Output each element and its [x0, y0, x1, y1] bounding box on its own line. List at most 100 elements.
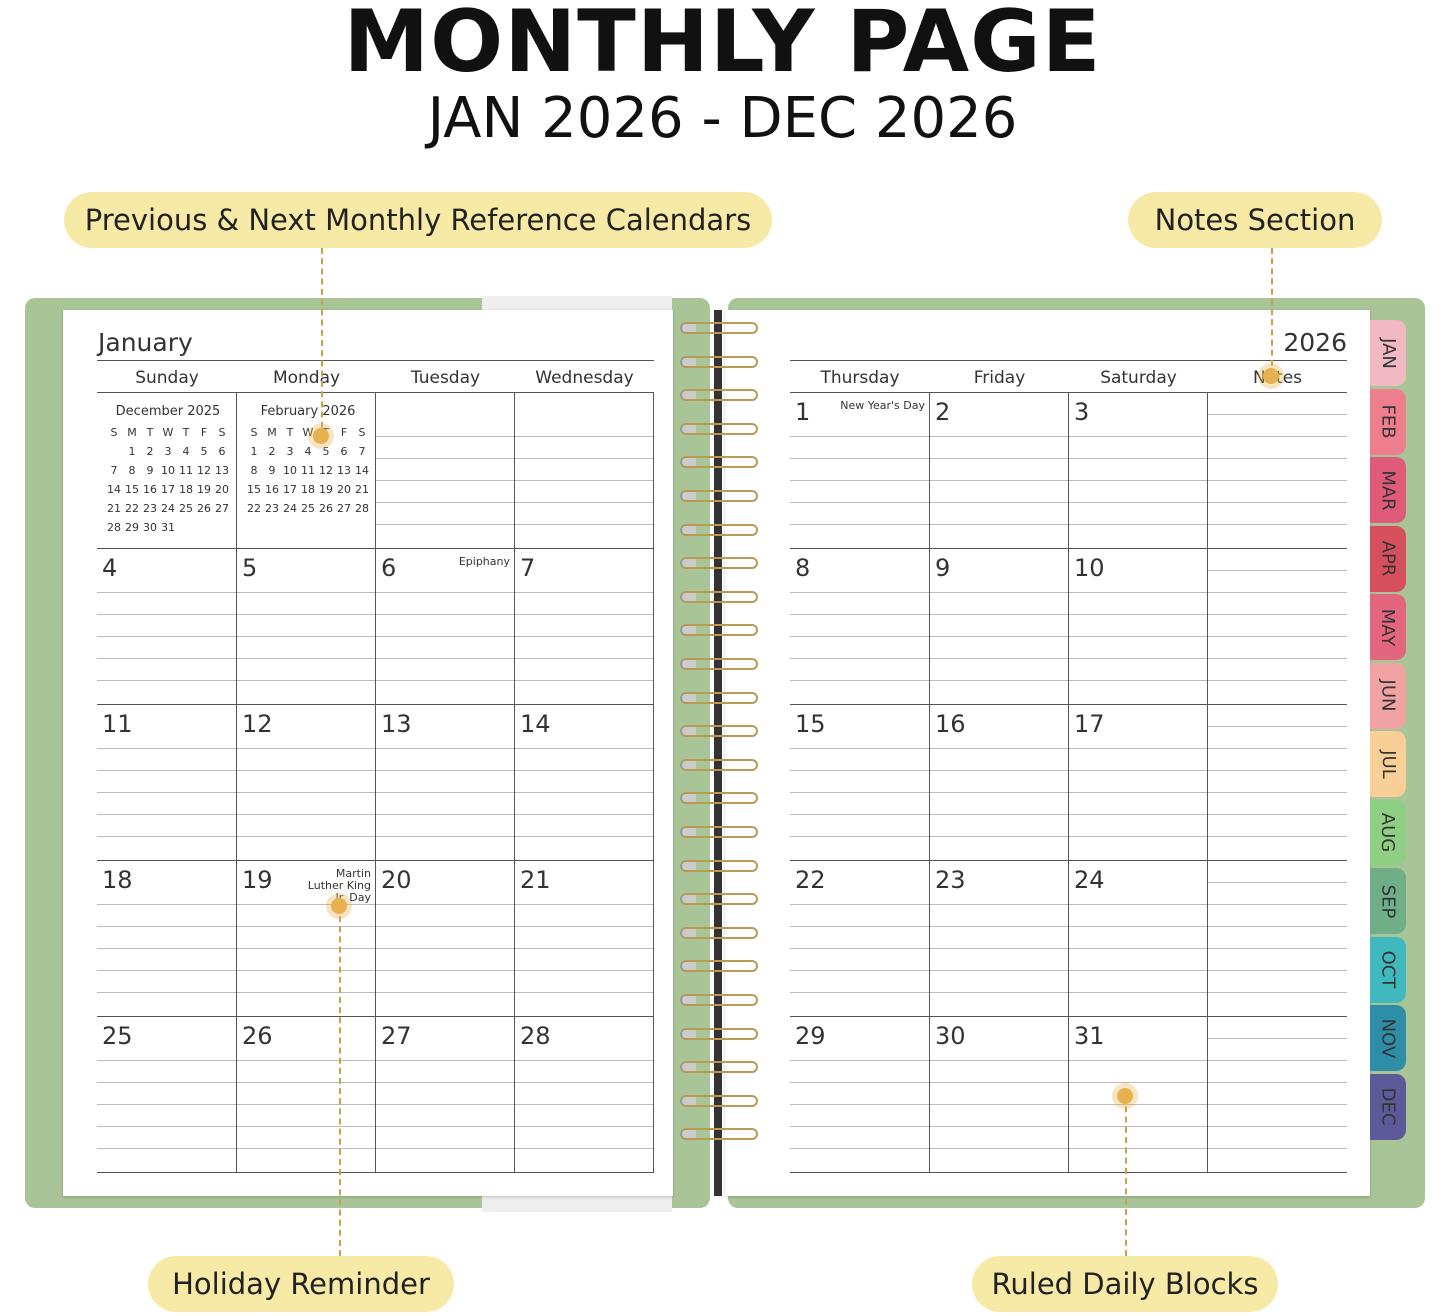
tab-dec[interactable]: DEC — [1370, 1073, 1406, 1140]
spiral-coil — [680, 691, 758, 704]
tab-may[interactable]: MAY — [1370, 594, 1406, 660]
ruled-line — [930, 792, 1068, 793]
day-cell[interactable]: 28 — [515, 1016, 654, 1172]
day-cell[interactable]: 14 — [515, 704, 654, 860]
tab-apr[interactable]: APR — [1370, 525, 1406, 592]
day-number: 3 — [1074, 398, 1090, 426]
day-cell[interactable]: 5 — [237, 548, 376, 704]
ruled-line — [376, 458, 514, 459]
tab-jul[interactable]: JUL — [1370, 731, 1406, 797]
mini-day: 13 — [337, 464, 351, 477]
day-cell[interactable]: 2 — [930, 392, 1069, 548]
day-cell[interactable]: 17 — [1069, 704, 1208, 860]
day-cell[interactable]: 8 — [790, 548, 930, 704]
ruled-line — [1208, 480, 1347, 481]
tab-jun[interactable]: JUN — [1370, 662, 1406, 729]
day-cell[interactable]: 21 — [515, 860, 654, 1016]
day-cell[interactable]: 10 — [1069, 548, 1208, 704]
ruled-line — [790, 1060, 929, 1061]
mini-day: 20 — [337, 483, 351, 496]
ruled-line — [515, 680, 653, 681]
ruled-line — [790, 814, 929, 815]
day-cell[interactable] — [376, 392, 515, 548]
ruled-line — [930, 992, 1068, 993]
day-cell[interactable]: 24 — [1069, 860, 1208, 1016]
ruled-line — [97, 1082, 236, 1083]
callout-leader-line — [339, 906, 341, 1256]
ruled-line — [515, 948, 653, 949]
ruled-line — [930, 1060, 1068, 1061]
day-cell[interactable]: 31 — [1069, 1016, 1208, 1172]
weekday-letter: T — [286, 426, 294, 439]
notes-area[interactable] — [1208, 860, 1347, 1016]
day-number: 30 — [935, 1022, 966, 1050]
tab-aug[interactable]: AUG — [1370, 799, 1406, 866]
ruled-line — [237, 636, 375, 637]
weekday-letter: W — [302, 426, 314, 439]
ruled-line — [515, 480, 653, 481]
ruled-line — [1208, 948, 1347, 949]
ruled-line — [1208, 658, 1347, 659]
ruled-line — [1069, 480, 1207, 481]
day-cell[interactable]: 4 — [97, 548, 237, 704]
day-cell[interactable]: 12 — [237, 704, 376, 860]
day-cell[interactable] — [515, 392, 654, 548]
spiral-coil — [680, 960, 758, 973]
weekday-header-friday: Friday — [973, 368, 1026, 388]
day-number: 22 — [795, 866, 826, 894]
day-number: 29 — [795, 1022, 826, 1050]
tab-feb[interactable]: FEB — [1370, 388, 1406, 455]
spiral-coil — [680, 826, 758, 838]
ruled-line — [515, 814, 653, 815]
day-cell[interactable]: 22 — [790, 860, 930, 1016]
day-cell[interactable]: 29 — [790, 1016, 930, 1172]
day-cell[interactable]: 23 — [930, 860, 1069, 1016]
tab-mar[interactable]: MAR — [1370, 457, 1406, 523]
day-cell[interactable]: 16 — [930, 704, 1069, 860]
ruled-line — [790, 636, 929, 637]
mini-day: 10 — [283, 464, 297, 477]
notes-area[interactable] — [1208, 704, 1347, 860]
notes-area[interactable] — [1208, 1016, 1347, 1172]
ruled-line — [515, 636, 653, 637]
ruled-line — [515, 836, 653, 837]
day-cell[interactable]: 25 — [97, 1016, 237, 1172]
day-cell[interactable]: 9 — [930, 548, 1069, 704]
tab-jan[interactable]: JAN — [1370, 320, 1406, 386]
day-cell[interactable]: 26 — [237, 1016, 376, 1172]
day-cell[interactable]: 11 — [97, 704, 237, 860]
day-cell[interactable]: 3 — [1069, 392, 1208, 548]
day-cell[interactable]: 20 — [376, 860, 515, 1016]
day-cell[interactable]: 27 — [376, 1016, 515, 1172]
ruled-line — [376, 502, 514, 503]
day-cell[interactable]: 1 New Year's Day — [790, 392, 930, 548]
ruled-line — [376, 524, 514, 525]
ruled-line — [97, 836, 236, 837]
mini-day: 17 — [161, 483, 175, 496]
spiral-coil — [680, 1027, 758, 1040]
ruled-line — [930, 680, 1068, 681]
ruled-line — [1208, 1082, 1347, 1083]
ruled-line — [1208, 414, 1347, 415]
day-cell[interactable]: 15 — [790, 704, 930, 860]
day-cell[interactable]: 18 — [97, 860, 237, 1016]
day-cell[interactable]: 13 — [376, 704, 515, 860]
tab-nov[interactable]: NOV — [1370, 1005, 1406, 1071]
ruled-line — [1208, 770, 1347, 771]
day-number: 9 — [935, 554, 951, 582]
day-cell[interactable]: 6 Epiphany — [376, 548, 515, 704]
ruled-line — [930, 904, 1068, 905]
week-row: 7 8 9 10 11 12 13 — [105, 461, 231, 480]
tab-oct[interactable]: OCT — [1370, 936, 1406, 1003]
day-cell[interactable]: 19 Martin Luther King Jr. Day — [237, 860, 376, 1016]
callout-leader-line — [1125, 1096, 1127, 1256]
day-cell[interactable]: 7 — [515, 548, 654, 704]
ruled-line — [1069, 770, 1207, 771]
ruled-line — [376, 1148, 514, 1149]
notes-area[interactable] — [1208, 392, 1347, 548]
tab-sep[interactable]: SEP — [1370, 868, 1406, 934]
day-cell[interactable]: 30 — [930, 1016, 1069, 1172]
notes-area[interactable] — [1208, 548, 1347, 704]
ruled-line — [1208, 1104, 1347, 1105]
